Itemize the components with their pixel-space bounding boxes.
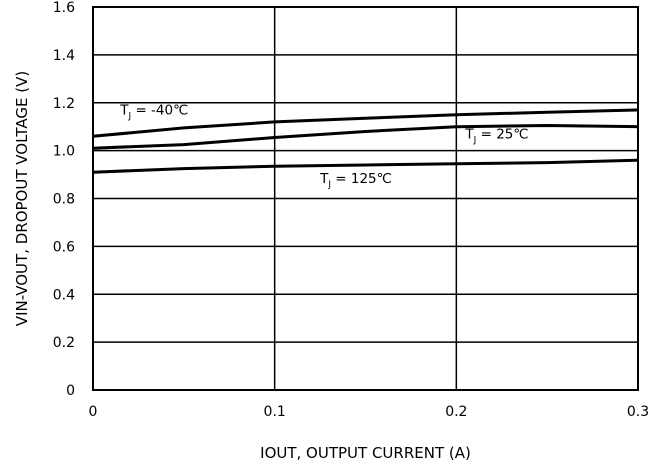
x-tick-labels: 0 0.1 0.2 0.3 bbox=[89, 404, 650, 420]
x-tick-label: 0.2 bbox=[445, 404, 467, 420]
series-label-sub: J bbox=[473, 136, 477, 146]
y-axis-title: VIN-VOUT, DROPOUT VOLTAGE (V) bbox=[13, 71, 31, 326]
series-label-sub: J bbox=[128, 112, 132, 122]
x-axis-title: IOUT, OUTPUT CURRENT (A) bbox=[260, 444, 471, 462]
series-lines bbox=[92, 108, 639, 174]
series-label-rest: = -40℃ bbox=[131, 103, 188, 119]
series-line bbox=[92, 124, 639, 150]
y-tick-label: 1.0 bbox=[53, 144, 75, 160]
series-label-main: T bbox=[319, 171, 329, 187]
y-tick-label: 1.4 bbox=[53, 48, 75, 64]
y-tick-label: 1.2 bbox=[53, 96, 75, 112]
series-label-sub: J bbox=[327, 180, 331, 190]
series-label: TJ = 125℃ bbox=[319, 171, 392, 190]
x-tick-label: 0.3 bbox=[627, 404, 649, 420]
x-tick-label: 0.1 bbox=[264, 404, 286, 420]
grid bbox=[92, 6, 639, 391]
series-label: TJ = 25℃ bbox=[464, 127, 528, 146]
y-tick-labels: 0 0.2 0.4 0.6 0.8 1.0 1.2 1.4 1.6 bbox=[53, 0, 75, 399]
y-tick-label: 0.2 bbox=[53, 335, 75, 351]
y-tick-label: 1.6 bbox=[53, 0, 75, 16]
series-label-rest: = 25℃ bbox=[476, 127, 528, 143]
y-tick-label: 0.4 bbox=[53, 287, 75, 303]
y-tick-label: 0.8 bbox=[53, 192, 75, 208]
series-label-main: T bbox=[464, 127, 474, 143]
plot-frame bbox=[92, 6, 639, 391]
x-tick-label: 0 bbox=[89, 404, 98, 420]
series-line bbox=[92, 158, 639, 174]
series-label: TJ = -40℃ bbox=[119, 103, 188, 122]
series-labels: TJ = -40℃TJ = 25℃TJ = 125℃ bbox=[119, 103, 528, 190]
y-tick-label: 0.6 bbox=[53, 239, 75, 255]
series-line bbox=[92, 108, 639, 138]
series-label-main: T bbox=[119, 103, 129, 119]
series-label-rest: = 125℃ bbox=[331, 171, 392, 187]
y-tick-label: 0 bbox=[66, 383, 75, 399]
